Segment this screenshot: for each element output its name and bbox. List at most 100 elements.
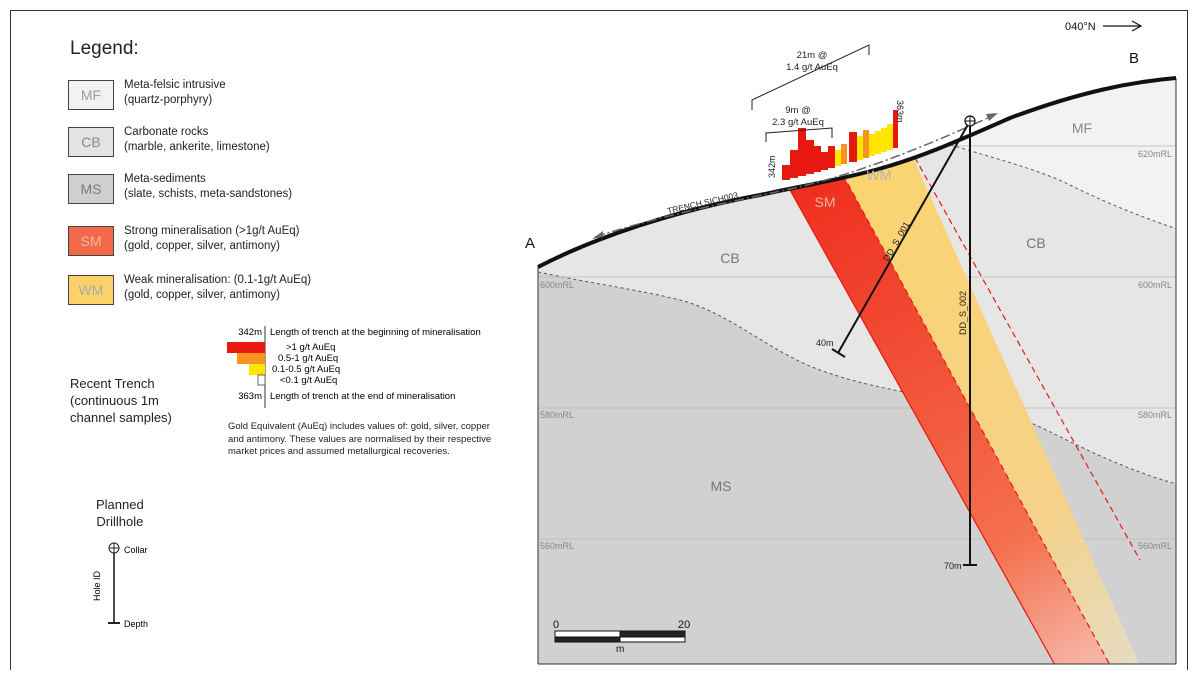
drill-legend-graphic: Collar Depth Hole ID: [92, 542, 148, 629]
assay-bar: [881, 128, 887, 152]
scale-bar-end: 20: [678, 619, 690, 631]
legend-line: Weak mineralisation: (0.1-1g/t AuEq): [124, 274, 312, 286]
legend-line: Carbonate rocks: [124, 126, 209, 138]
note-line: and antimony. These values are normalise…: [228, 433, 492, 445]
assay-bar: [857, 136, 863, 160]
point-a-label: A: [525, 235, 535, 252]
assay-bar: [798, 128, 806, 176]
trench-start-label: Length of trench at the beginning of min…: [270, 327, 481, 338]
contact-cb-ms: [538, 271, 1176, 486]
assay-bar: [835, 150, 841, 166]
assay-bar: [790, 150, 798, 178]
intercept-inner-line1: 9m @: [785, 105, 810, 116]
zone-sm-footwall: [789, 189, 1056, 664]
legend-item-ms: MS Meta-sediments (slate, schists, meta-…: [68, 172, 368, 208]
scale-bar-segment-2: [619, 630, 686, 638]
legend-desc-cb: Carbonate rocks (marble, ankerite, limes…: [124, 125, 270, 155]
assay-bar: [828, 146, 835, 168]
assay-bar: [887, 124, 893, 150]
legend-line: (slate, schists, meta-sandstones): [124, 188, 293, 200]
assay-bar: [869, 134, 875, 156]
unit-label-wm: WM: [867, 167, 892, 183]
legend-swatch-mf: MF: [68, 80, 114, 110]
zone-wm-hangingwall: [904, 139, 1141, 561]
assay-bar: [863, 130, 869, 158]
unit-label-mf: MF: [1072, 120, 1092, 136]
scale-bar-segment-3: [554, 636, 621, 643]
zone-wm: [843, 140, 1140, 664]
point-b-label: B: [1129, 50, 1139, 67]
rl-right-620: 620mRL: [1138, 149, 1172, 159]
heading-line: (continuous 1m: [70, 393, 159, 408]
heading-line: Recent Trench: [70, 376, 155, 391]
drillhole-dd-s-002-id: DD_S_002: [958, 291, 968, 335]
assay-bar: [875, 131, 881, 154]
legend-desc-sm: Strong mineralisation (>1g/t AuEq) (gold…: [124, 224, 299, 254]
assay-bar: [806, 140, 814, 174]
assay-bar: [782, 165, 790, 180]
legend-line: Strong mineralisation (>1g/t AuEq): [124, 225, 300, 237]
trench-end-label: 363m: [895, 100, 905, 123]
legend-line: (gold, copper, silver, antimony): [124, 289, 280, 301]
intercept-inner-bracket: [765, 127, 833, 142]
scale-bar-segment-4: [619, 636, 686, 643]
legend-item-wm: WM Weak mineralisation: (0.1-1g/t AuEq) …: [68, 274, 368, 309]
unit-label-sm: SM: [815, 194, 836, 210]
unit-label-ms: MS: [711, 478, 732, 494]
heading-line: Drillhole: [96, 514, 144, 529]
trench-end-label: Length of trench at the end of mineralis…: [270, 391, 455, 402]
trench-end-value: 363m: [238, 391, 262, 402]
north-arrow-icon: [1131, 20, 1143, 32]
contact-mf-cb: [904, 129, 1176, 231]
assay-bar: [814, 146, 821, 172]
trench-start-label: 342m: [767, 155, 777, 178]
heading-line: Planned: [96, 497, 144, 512]
legend-item-mf: MF Meta-felsic intrusive (quartz-porphyr…: [68, 78, 368, 114]
legend-desc-mf: Meta-felsic intrusive (quartz-porphyry): [124, 78, 226, 108]
trench-arrow-right-icon: [986, 113, 998, 121]
assay-bar: [841, 144, 847, 164]
grade-label-high: >1 g/t AuEq: [286, 342, 335, 353]
rl-right-580: 580mRL: [1138, 410, 1172, 420]
note-line: Gold Equivalent (AuEq) includes values o…: [228, 421, 490, 432]
grade-bar-low: [249, 364, 265, 375]
assay-bar: [893, 110, 898, 148]
legend-desc-ms: Meta-sediments (slate, schists, meta-san…: [124, 172, 292, 202]
rl-left-560: 560mRL: [540, 541, 574, 551]
legend-line: Meta-felsic intrusive: [124, 79, 226, 91]
intercept-outer-line1: 21m @: [797, 50, 828, 61]
rl-left-580: 580mRL: [540, 410, 574, 420]
legend-line: Meta-sediments: [124, 173, 206, 185]
scale-bar-unit: m: [616, 644, 624, 655]
drill-legend-heading: Planned Drillhole: [96, 496, 144, 530]
scale-bar-start: 0: [553, 619, 559, 631]
rl-right-560: 560mRL: [1138, 541, 1172, 551]
intercept-outer-line2: 1.4 g/t AuEq: [786, 62, 838, 73]
legend-item-cb: CB Carbonate rocks (marble, ankerite, li…: [68, 125, 368, 161]
drillhole-dd-s-001-depth: 40m: [816, 338, 834, 348]
trench-legend-heading: Recent Trench (continuous 1m channel sam…: [70, 375, 220, 426]
legend-title: Legend:: [70, 38, 139, 59]
rl-right-600: 600mRL: [1138, 280, 1172, 290]
grade-bar-trace: [257, 374, 266, 386]
topography-line: [537, 76, 1177, 269]
trench-start-value: 342m: [238, 327, 262, 338]
zone-sm-hangingwall: [842, 174, 1111, 664]
grade-label-low: 0.1-0.5 g/t AuEq: [272, 364, 340, 375]
drillhole-dd-s-002-depth: 70m: [944, 561, 962, 571]
drillhole-dd-s-001: [837, 120, 971, 354]
legend-item-sm: SM Strong mineralisation (>1g/t AuEq) (g…: [68, 224, 368, 260]
depth-label: Depth: [124, 619, 148, 629]
rl-left-600: 600mRL: [540, 280, 574, 290]
trench-legend-graphic: 342m Length of trench at the beginning o…: [227, 326, 481, 408]
drillhole-dd-s-001-end: [831, 348, 846, 358]
figure-frame: [10, 10, 1188, 670]
assay-bar: [821, 152, 828, 170]
note-line: market prices and assumed metallurgical …: [228, 446, 450, 457]
intercept-inner-line2: 2.3 g/t AuEq: [772, 117, 824, 128]
trench-arrow-left-icon: [592, 231, 603, 239]
trench-trace: [594, 116, 991, 238]
legend-swatch-sm: SM: [68, 226, 114, 256]
scale-bar-segment-1: [554, 630, 621, 638]
